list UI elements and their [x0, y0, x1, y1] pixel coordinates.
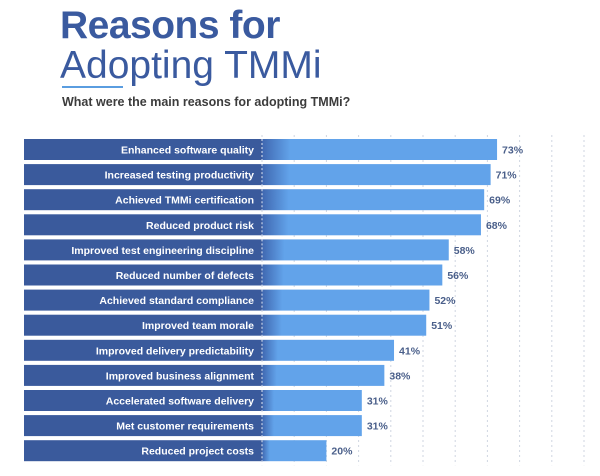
category-label: Improved delivery predictability: [96, 345, 254, 357]
value-label: 58%: [454, 245, 476, 257]
bar: [262, 139, 498, 160]
category-label: Accelerated software delivery: [106, 396, 254, 408]
label-band: [24, 364, 262, 386]
value-label: 31%: [367, 421, 389, 433]
category-label: Achieved standard compliance: [99, 295, 254, 307]
value-label: 71%: [496, 170, 518, 182]
category-label: Reduced number of defects: [116, 270, 254, 282]
label-band: [24, 164, 262, 186]
bar: [262, 314, 427, 336]
bar: [262, 415, 362, 437]
value-label: 41%: [399, 345, 421, 357]
page-title-line1: Reasons for: [60, 4, 280, 47]
value-label: 56%: [447, 270, 469, 282]
category-label: Reduced project costs: [141, 446, 254, 458]
bar: [262, 364, 385, 386]
value-label: 38%: [389, 370, 411, 382]
category-label: Improved team morale: [142, 320, 254, 332]
category-label: Enhanced software quality: [121, 145, 254, 157]
category-label: Reduced product risk: [146, 220, 254, 232]
bar: [262, 390, 362, 411]
value-label: 52%: [434, 295, 456, 307]
bar: [262, 440, 327, 462]
label-band: [24, 189, 262, 211]
label-band: [24, 390, 262, 411]
value-label: 68%: [486, 220, 508, 232]
value-label: 73%: [502, 145, 524, 157]
label-band: [24, 289, 262, 311]
label-band: [24, 139, 262, 160]
bar: [262, 339, 395, 361]
category-label: Improved test engineering discipline: [71, 245, 254, 257]
label-band: [24, 440, 262, 462]
label-band: [24, 239, 262, 261]
category-label: Improved business alignment: [106, 370, 255, 382]
chart-question: What were the main reasons for adopting …: [62, 95, 351, 109]
label-band: [24, 314, 262, 336]
value-label: 51%: [431, 320, 453, 332]
bar: [262, 264, 443, 286]
title-underline: [62, 86, 123, 88]
category-label: Met customer requirements: [116, 421, 254, 433]
value-label: 69%: [489, 195, 511, 207]
bar: [262, 164, 491, 186]
category-label: Increased testing productivity: [105, 170, 255, 182]
bar: [262, 239, 449, 261]
value-label: 31%: [367, 396, 389, 408]
page-title-line2: Adopting TMMi: [60, 44, 322, 87]
bar: [262, 189, 485, 211]
category-label: Achieved TMMi certification: [115, 195, 254, 207]
bar: [262, 289, 430, 311]
label-band: [24, 415, 262, 437]
label-band: [24, 339, 262, 361]
bar: [262, 214, 481, 236]
value-label: 20%: [331, 446, 353, 458]
label-band: [24, 264, 262, 286]
label-band: [24, 214, 262, 236]
